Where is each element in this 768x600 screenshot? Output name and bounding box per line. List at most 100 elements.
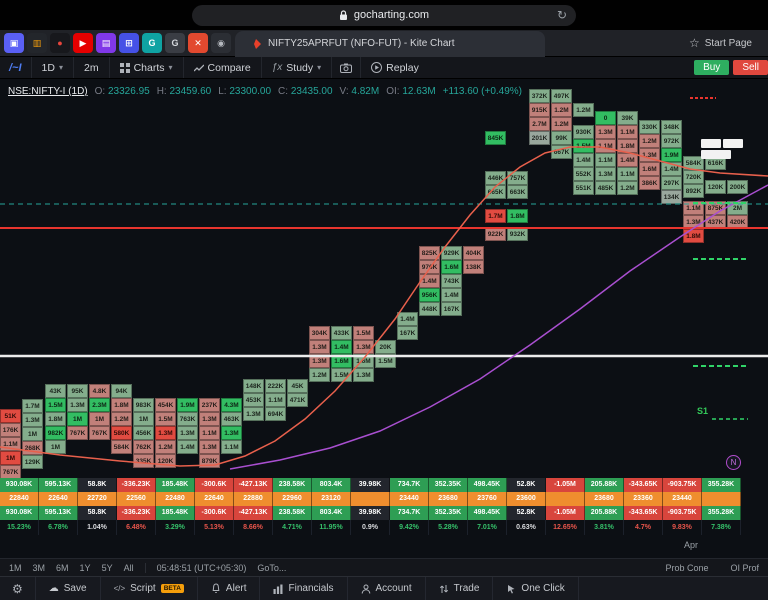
- summary-cell: 22720: [78, 492, 117, 506]
- footprint-cell: 456K: [133, 426, 154, 440]
- study-menu[interactable]: ƒx Study ▾: [260, 57, 331, 78]
- open-value: 23326.95: [107, 86, 150, 97]
- trade-button[interactable]: Trade: [426, 577, 494, 600]
- footprint-cell: 1M: [67, 412, 88, 426]
- symbol-name[interactable]: NSE:NIFTY-I (1D): [8, 86, 88, 97]
- footprint-cell: 1.4M: [397, 312, 418, 326]
- reload-button[interactable]: ↻: [556, 7, 567, 22]
- footprint-cell: 762K: [133, 440, 154, 454]
- app-logo[interactable]: /~I: [9, 61, 22, 74]
- favicon-tab[interactable]: ▥: [27, 33, 47, 53]
- one-click-button[interactable]: One Click: [493, 577, 579, 600]
- footprint-cell: 51K: [0, 409, 21, 423]
- footprint-cell: 1.3M: [243, 407, 264, 421]
- footprint-cell: 304K: [309, 326, 330, 340]
- summary-cell: 23360: [624, 492, 663, 506]
- bottom-toolbar: ⚙ ☁ Save </> Script BETA Alert Financial…: [0, 576, 768, 600]
- footprint-cell: 875K: [705, 201, 726, 215]
- chart-area[interactable]: NSE:NIFTY-I (1D) O: 23326.95 H: 23459.60…: [0, 79, 768, 558]
- footprint-cell: 1.4M: [441, 288, 462, 302]
- summary-cell: 0.63%: [507, 520, 546, 535]
- interval-selector[interactable]: 1D ▾: [30, 57, 73, 78]
- footprint-cell: 1.1M: [595, 153, 616, 167]
- charts-label: Charts: [133, 61, 165, 74]
- footprint-cell: 471K: [287, 393, 308, 407]
- alert-button[interactable]: Alert: [198, 577, 261, 600]
- footprint-cell: 1.3M: [683, 215, 704, 229]
- range-1y[interactable]: 1Y: [79, 562, 91, 573]
- favicon-tab[interactable]: G: [165, 33, 185, 53]
- summary-cell: 11.95%: [312, 520, 351, 535]
- financials-button[interactable]: Financials: [260, 577, 348, 600]
- save-button[interactable]: ☁ Save: [36, 577, 101, 600]
- date-axis-label: Apr: [684, 540, 699, 550]
- footprint-cell: 1.4M: [331, 340, 352, 354]
- summary-cell: 498.45K: [468, 506, 507, 520]
- footprint-cell: 1.6M: [353, 354, 374, 368]
- summary-cell: 498.45K: [468, 478, 507, 492]
- favicon-tab[interactable]: ▣: [4, 33, 24, 53]
- compare-icon: [193, 64, 204, 71]
- buy-button[interactable]: Buy: [694, 60, 730, 75]
- footprint-cell: 1.3M: [309, 340, 330, 354]
- footprint-cell: 95K: [67, 384, 88, 398]
- footprint-cell: 1.4M: [573, 153, 594, 167]
- summary-cell: 9.42%: [390, 520, 429, 535]
- footprint-cell: 268K: [22, 441, 43, 455]
- snapshot-button[interactable]: [331, 57, 360, 78]
- favicon-tab[interactable]: ▤: [96, 33, 116, 53]
- summary-cell: 23680: [429, 492, 468, 506]
- summary-cell: 22880: [234, 492, 273, 506]
- script-label: Script: [130, 583, 156, 594]
- replay-button[interactable]: Replay: [360, 57, 429, 78]
- footprint-cell: 1.2M: [309, 368, 330, 382]
- summary-cell: 23760: [468, 492, 507, 506]
- footprint-cell: 720K: [683, 170, 704, 184]
- low-value: 23300.00: [229, 86, 272, 97]
- favicon-tab[interactable]: G: [142, 33, 162, 53]
- footprint-cell: 167K: [441, 302, 462, 316]
- tab-kite-chart[interactable]: NIFTY25APRFUT (NFO-FUT) - Kite Chart: [235, 30, 545, 57]
- favicon-tab[interactable]: ▶: [73, 33, 93, 53]
- prob-cone-toggle[interactable]: Prob Cone: [665, 562, 709, 573]
- footprint-cell: 454K: [155, 398, 176, 412]
- footprint-cell: 1.3M: [221, 426, 242, 440]
- footprint-cell: 1.7M: [22, 399, 43, 413]
- account-button[interactable]: Account: [348, 577, 426, 600]
- oi-profile-toggle[interactable]: OI Prof: [730, 562, 759, 573]
- favicon-tab[interactable]: ⊞: [119, 33, 139, 53]
- price-badge: [701, 150, 731, 159]
- footprint-cell: 552K: [573, 167, 594, 181]
- tab-start-page[interactable]: ☆ Start Page: [689, 36, 768, 50]
- favicon-tab[interactable]: ✕: [188, 33, 208, 53]
- compare-button[interactable]: Compare: [182, 57, 261, 78]
- beta-badge: BETA: [160, 584, 184, 593]
- summary-cell: 352.35K: [429, 478, 468, 492]
- script-button[interactable]: </> Script BETA: [101, 577, 198, 600]
- url-bar[interactable]: gocharting.com ↻: [192, 4, 576, 26]
- favicon-tab[interactable]: ◉: [211, 33, 231, 53]
- timeframe-value: 2m: [84, 61, 99, 74]
- range-5y[interactable]: 5Y: [101, 562, 113, 573]
- footprint-cell: 497K: [551, 89, 572, 103]
- footprint-cell: 4.8K: [89, 384, 110, 398]
- goto-button[interactable]: GoTo...: [257, 562, 287, 573]
- range-6m[interactable]: 6M: [56, 562, 69, 573]
- summary-cell: 6.78%: [39, 520, 78, 535]
- settings-button[interactable]: ⚙: [0, 577, 36, 600]
- tab-bar: ▣ ▥ ● ▶ ▤ ⊞ G G ✕ ◉ NIFTY25APRFUT (NFO-FUT) - Kit…: [0, 30, 768, 57]
- footprint-cell: 1.6M: [441, 260, 462, 274]
- timeframe-selector[interactable]: 2m: [73, 57, 109, 78]
- range-all[interactable]: All: [123, 562, 134, 573]
- footprint-cell: 348K: [661, 120, 682, 134]
- charts-menu[interactable]: Charts ▾: [108, 57, 183, 78]
- footprint-cell: 404K: [463, 246, 484, 260]
- footprint-cell: 665K: [485, 185, 506, 199]
- range-1m[interactable]: 1M: [9, 562, 22, 573]
- range-3m[interactable]: 3M: [32, 562, 46, 573]
- summary-cell: 22640: [195, 492, 234, 506]
- sell-button[interactable]: Sell: [733, 60, 768, 75]
- footprint-cell: 1.2M: [155, 440, 176, 454]
- favicon-tab[interactable]: ●: [50, 33, 70, 53]
